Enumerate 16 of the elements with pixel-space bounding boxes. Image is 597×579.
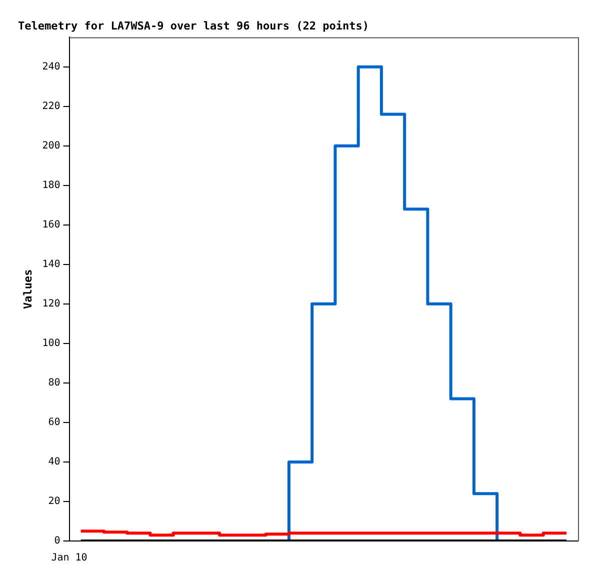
y-tick-label: 0 bbox=[54, 536, 60, 547]
y-tick-label: 220 bbox=[42, 100, 60, 112]
y-tick-label: 60 bbox=[48, 417, 60, 428]
y-tick-label: 240 bbox=[42, 61, 60, 72]
chart-title: Telemetry for LA7WSA-9 over last 96 hours (22 points) bbox=[18, 19, 369, 32]
y-tick-label: 140 bbox=[42, 259, 60, 270]
text: Jan 10 bbox=[51, 552, 88, 564]
y-tick-label: 40 bbox=[48, 456, 60, 468]
y-tick-label: 120 bbox=[42, 298, 60, 310]
y-tick-label: 100 bbox=[42, 338, 60, 350]
y-tick-label: 20 bbox=[48, 496, 60, 508]
y-tick-label: 200 bbox=[42, 140, 60, 152]
y-axis-title: Values bbox=[21, 269, 34, 309]
y-tick-label: 160 bbox=[42, 219, 60, 230]
y-tick-label: 80 bbox=[48, 378, 60, 389]
y-tick-label: 180 bbox=[42, 180, 60, 191]
